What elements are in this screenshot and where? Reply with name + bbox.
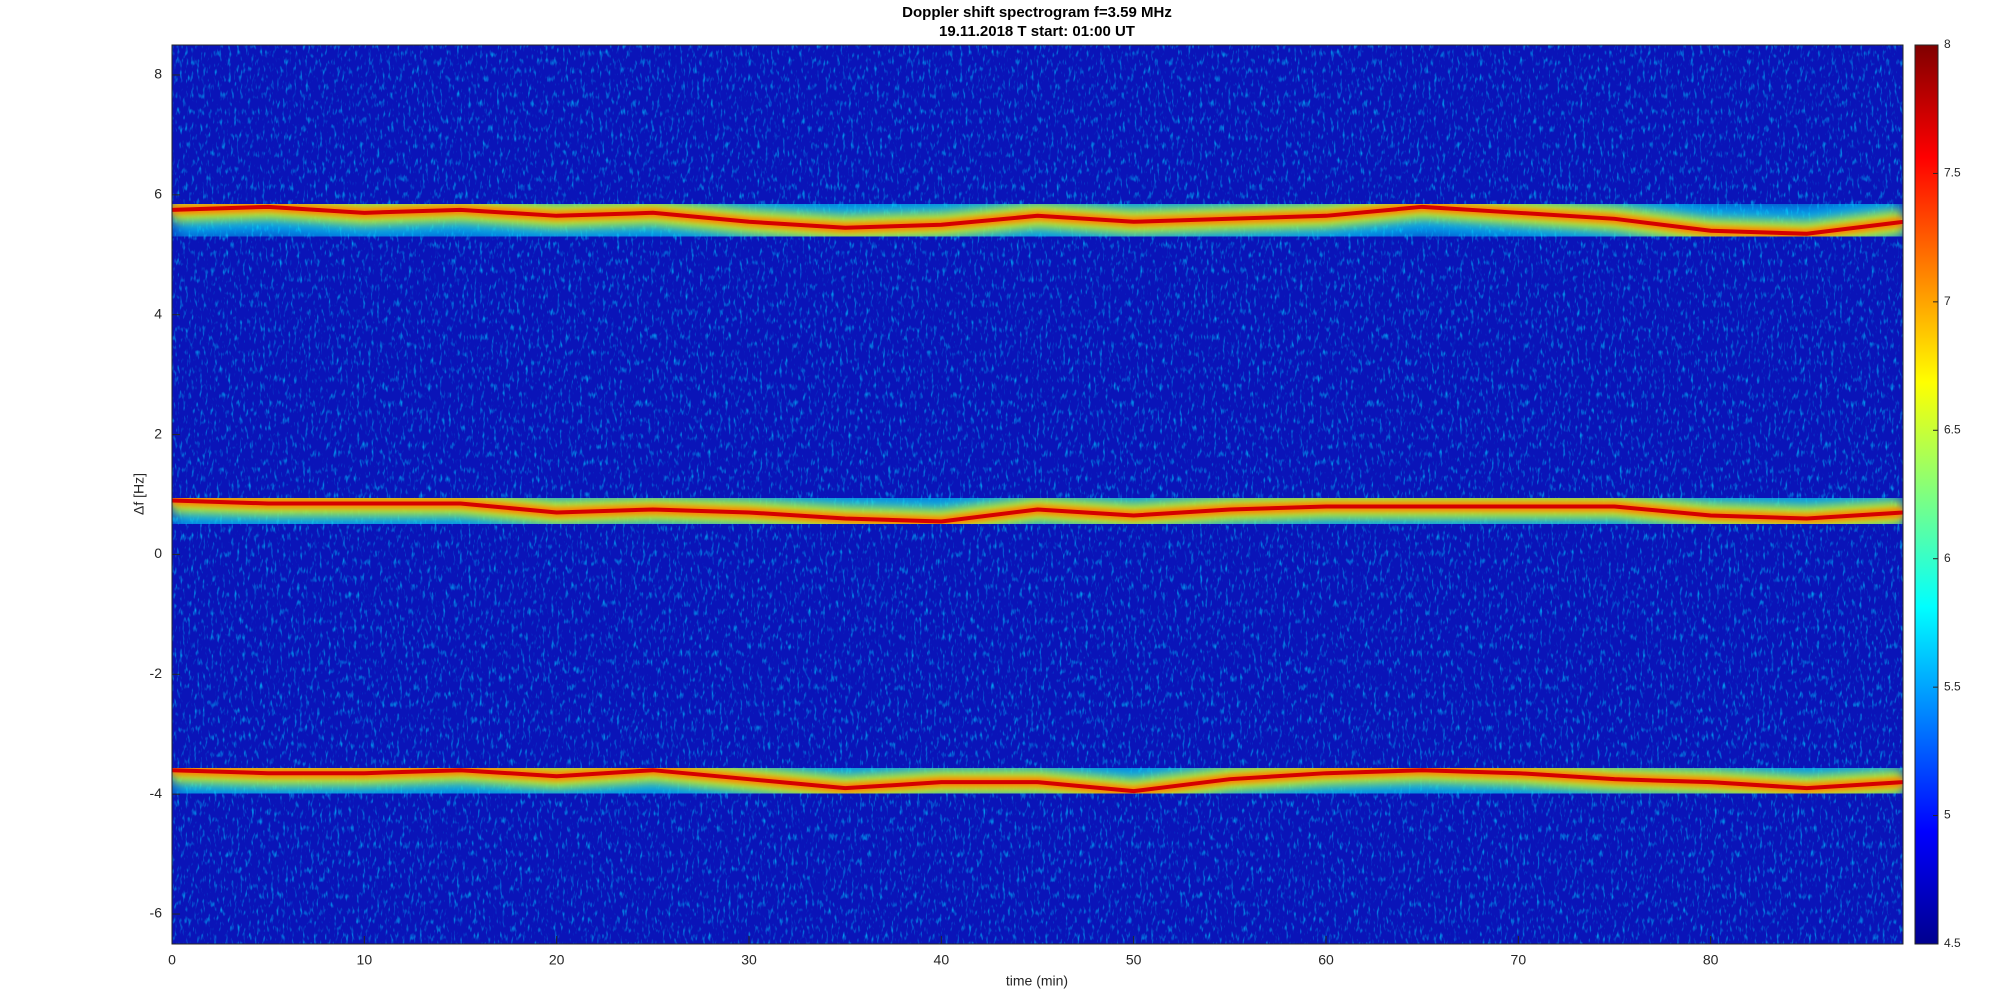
y-tick-label: 6 <box>154 186 162 202</box>
plot-area <box>172 45 1903 944</box>
bands <box>172 176 1903 822</box>
ridge-line <box>172 498 1903 524</box>
ridge-line <box>172 768 1903 794</box>
y-tick-label: -4 <box>150 785 163 801</box>
colorbar-tick-label: 4.5 <box>1944 936 1961 950</box>
x-tick-label: 60 <box>1318 952 1334 968</box>
x-axis-label: time (min) <box>1006 973 1068 989</box>
y-axis-label: Δf [Hz] <box>131 473 147 515</box>
colorbar-tick-label: 6.5 <box>1944 422 1961 436</box>
x-tick-label: 50 <box>1126 952 1142 968</box>
chart-title: Doppler shift spectrogram f=3.59 MHz <box>902 4 1172 21</box>
y-tick-label: 2 <box>154 425 162 441</box>
y-tick-label: -6 <box>150 905 163 921</box>
ridge-line <box>172 204 1903 236</box>
x-tick-label: 70 <box>1511 952 1527 968</box>
x-tick-label: 40 <box>934 952 950 968</box>
colorbar-frame <box>1914 44 1939 945</box>
colorbar-tick-label: 8 <box>1944 37 1951 51</box>
colorbar-tick-label: 6 <box>1944 551 1951 565</box>
x-tick-label: 30 <box>741 952 757 968</box>
x-tick-label: 80 <box>1703 952 1719 968</box>
x-tick-label: 20 <box>549 952 565 968</box>
y-tick-label: 8 <box>154 66 162 82</box>
chart-subtitle: 19.11.2018 T start: 01:00 UT <box>939 23 1135 40</box>
y-tick-label: 4 <box>154 305 162 321</box>
y-tick-label: 0 <box>154 545 162 561</box>
colorbar <box>1915 45 1938 944</box>
colorbar-tick-label: 7 <box>1944 294 1951 308</box>
plot-frame <box>171 44 1904 945</box>
x-tick-label: 10 <box>357 952 373 968</box>
colorbar-tick-label: 5.5 <box>1944 679 1961 693</box>
y-tick-label: -2 <box>150 665 163 681</box>
colorbar-tick-label: 7.5 <box>1944 166 1961 180</box>
colorbar-tick-label: 5 <box>1944 808 1951 822</box>
x-tick-label: 0 <box>168 952 176 968</box>
